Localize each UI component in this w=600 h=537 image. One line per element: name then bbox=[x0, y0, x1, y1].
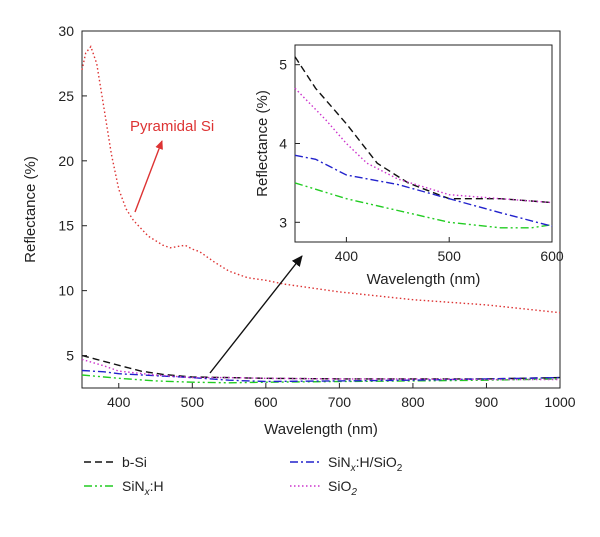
main-x-tick-label-2: 600 bbox=[254, 394, 278, 410]
main-y-axis-label: Reflectance (%) bbox=[22, 156, 39, 263]
inset-x-tick-label-1: 500 bbox=[438, 248, 462, 264]
zoom-inset-arrow bbox=[209, 255, 303, 374]
inset-plot: 400 500 600 3 4 5 Wavelength (nm) Reflectance (… bbox=[254, 44, 564, 288]
legend-label-3: SiO2 bbox=[328, 478, 357, 498]
inset-y-tick-label-0: 3 bbox=[279, 214, 287, 230]
main-x-tick-label-6: 1000 bbox=[544, 394, 575, 410]
inset-x-tick-label-2: 600 bbox=[540, 248, 564, 264]
inset-x-tick-label-0: 400 bbox=[335, 248, 359, 264]
main-series-line-2 bbox=[81, 369, 561, 383]
main-x-axis-label: Wavelength (nm) bbox=[264, 421, 378, 438]
pyramidal-si-annotation: Pyramidal Si bbox=[130, 118, 214, 135]
pyramidal-si-arrow bbox=[134, 140, 163, 213]
main-y-tick-label-4: 25 bbox=[58, 88, 74, 104]
inset-y-tick-label-2: 5 bbox=[279, 57, 287, 73]
main-y-tick-label-1: 10 bbox=[58, 283, 74, 299]
main-x-tick-label-4: 800 bbox=[401, 394, 425, 410]
main-x-tick-label-0: 400 bbox=[107, 394, 131, 410]
main-y-tick-label-3: 20 bbox=[58, 153, 74, 169]
main-y-tick-label-5: 30 bbox=[58, 23, 74, 39]
main-y-tick-label-2: 15 bbox=[58, 218, 74, 234]
inset-x-axis-label: Wavelength (nm) bbox=[367, 271, 481, 288]
legend-label-2: SiNx:H bbox=[122, 478, 164, 498]
main-series-line-3 bbox=[81, 358, 560, 381]
inset-series-line-1 bbox=[294, 182, 553, 229]
main-y-tick-label-0: 5 bbox=[66, 348, 74, 364]
inset-frame bbox=[294, 44, 553, 243]
main-x-tick-label-5: 900 bbox=[475, 394, 499, 410]
main-x-tick-label-1: 500 bbox=[181, 394, 205, 410]
inset-y-tick-label-1: 4 bbox=[279, 136, 287, 152]
legend: b-Si SiNx:H/SiO2 SiNx:H SiO2 bbox=[84, 454, 403, 498]
legend-label-0: b-Si bbox=[122, 454, 147, 470]
inset-series-line-2 bbox=[294, 154, 553, 227]
main-x-tick-label-3: 700 bbox=[328, 394, 352, 410]
main-series-line-4 bbox=[81, 45, 561, 314]
inset-y-axis-label: Reflectance (%) bbox=[254, 90, 271, 197]
inset-series-line-3 bbox=[294, 87, 553, 204]
legend-label-1: SiNx:H/SiO2 bbox=[328, 454, 403, 474]
